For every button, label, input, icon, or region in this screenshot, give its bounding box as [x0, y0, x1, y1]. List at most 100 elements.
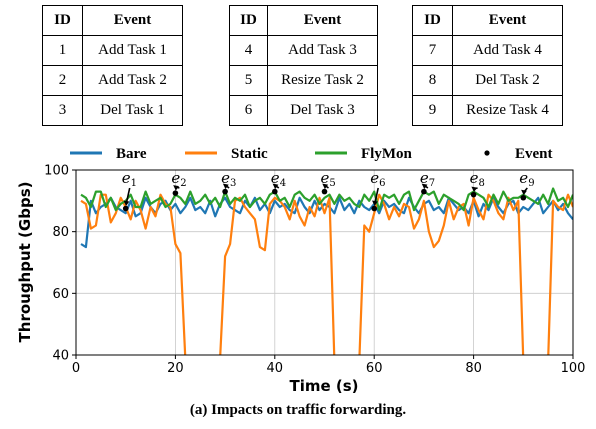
table-row: 1 Add Task 1 [42, 35, 183, 66]
y-tick-label: 40 [52, 349, 69, 364]
table-header-id: ID [42, 5, 83, 36]
event-marker-e7: e7 [420, 169, 435, 195]
legend-item-flymon: FlyMon [315, 146, 412, 162]
table-header-event: Event [82, 5, 183, 36]
event-arrowhead [421, 183, 428, 190]
throughput-chart: 0 20 40 60 80 100 40 60 80 100 e1 e2 e3 e4 e5 e6 e7 e8 e9… [16, 146, 585, 395]
event-label-subscript: 3 [230, 178, 236, 189]
event-id-cell: 9 [412, 95, 453, 126]
legend-label: Static [231, 146, 268, 162]
figure-caption: (a) Impacts on traffic forwarding. [189, 402, 407, 418]
y-tick-label: 100 [44, 164, 69, 179]
table-row: 9 Resize Task 4 [412, 95, 563, 126]
event-label: e4 [271, 169, 286, 189]
event-arrowhead [471, 186, 478, 193]
event-label-subscript: 2 [180, 178, 186, 189]
table-row: 7 Add Task 4 [412, 35, 563, 66]
event-label: e3 [221, 169, 236, 189]
series-line-static [80, 193, 573, 355]
event-dot [222, 188, 228, 195]
event-label-subscript: 7 [429, 178, 435, 189]
event-dot [371, 205, 378, 212]
plot-frame [75, 169, 574, 356]
event-arrowhead [521, 189, 527, 196]
event-label: e2 [171, 169, 186, 189]
event-name-cell: Del Task 3 [267, 95, 378, 126]
x-axis-label: Time (s) [289, 377, 358, 395]
x-tick-label: 80 [465, 361, 482, 376]
event-id-cell: 4 [229, 35, 268, 66]
legend-label: Event [515, 146, 553, 162]
legend-label: FlyMon [361, 146, 412, 162]
table-row: 8 Del Task 2 [412, 65, 563, 96]
event-name-cell: Del Task 2 [452, 65, 563, 96]
event-marker-e2: e2 [171, 169, 187, 196]
event-dot [172, 190, 179, 196]
event-label: e1 [122, 169, 137, 189]
event-label-subscript: 9 [528, 178, 534, 189]
event-name-cell: Add Task 4 [452, 35, 563, 66]
table-header-id: ID [412, 5, 453, 36]
event-id-cell: 7 [412, 35, 453, 66]
event-label-subscript: 8 [478, 178, 484, 189]
table-row: 5 Resize Task 2 [229, 65, 378, 96]
event-dot [421, 188, 427, 195]
y-axis-label: Throughput (Gbps) [16, 182, 34, 343]
event-arrow [374, 187, 379, 203]
event-id-cell: 3 [42, 95, 83, 126]
event-marker-e3: e3 [221, 169, 236, 195]
event-label: e7 [420, 169, 435, 189]
event-table-3: ID Event 7 Add Task 4 8 Del Task 2 9 Res… [412, 5, 563, 126]
event-label-subscript: 4 [280, 178, 286, 189]
x-tick-label: 40 [267, 361, 284, 376]
series-lines [80, 187, 573, 355]
event-table-2: ID Event 4 Add Task 3 5 Resize Task 2 6 … [229, 5, 378, 126]
event-arrowhead [322, 183, 329, 190]
event-label: e5 [321, 169, 336, 189]
event-arrowhead [372, 200, 378, 207]
event-id-cell: 2 [42, 65, 83, 96]
event-marker-e4: e4 [271, 169, 286, 195]
event-dot [520, 194, 527, 201]
table-row: 6 Del Task 3 [229, 95, 378, 126]
event-label-subscript: 5 [329, 178, 335, 189]
table-header-event: Event [452, 5, 563, 36]
legend-item-event: Event [484, 146, 553, 162]
event-name-cell: Add Task 1 [82, 35, 183, 66]
event-label: e6 [370, 169, 385, 189]
event-name-cell: Add Task 3 [267, 35, 378, 66]
event-arrowhead [173, 185, 179, 191]
event-marker-e5: e5 [321, 169, 336, 195]
axes: 0 20 40 60 80 100 40 60 80 100 [44, 164, 585, 377]
x-tick-label: 60 [366, 361, 383, 376]
series-line-flymon [80, 187, 573, 212]
event-name-cell: Del Task 1 [82, 95, 183, 126]
event-dot [272, 188, 278, 195]
event-id-cell: 1 [42, 35, 83, 66]
event-name-cell: Resize Task 2 [267, 65, 378, 96]
table-row: 2 Add Task 2 [42, 65, 183, 96]
event-dot [470, 191, 477, 198]
x-tick-label: 0 [72, 361, 80, 376]
event-arrowhead [272, 183, 279, 190]
event-dot [122, 205, 129, 212]
table-row: 4 Add Task 3 [229, 35, 378, 66]
event-id-cell: 8 [412, 65, 453, 96]
event-id-cell: 5 [229, 65, 268, 96]
table-header-id: ID [229, 5, 268, 36]
y-tick-label: 60 [52, 287, 69, 302]
event-name-cell: Resize Task 4 [452, 95, 563, 126]
event-arrowhead [222, 183, 229, 190]
event-label-subscript: 6 [379, 178, 385, 189]
table-row: 3 Del Task 1 [42, 95, 183, 126]
event-arrow [125, 187, 131, 203]
table-header-event: Event [267, 5, 378, 36]
legend: Bare Static FlyMon Event [70, 146, 553, 162]
event-id-cell: 6 [229, 95, 268, 126]
x-tick-label: 20 [167, 361, 184, 376]
y-tick-label: 80 [52, 225, 69, 240]
event-label: e9 [519, 169, 534, 189]
event-table-1: ID Event 1 Add Task 1 2 Add Task 2 3 Del… [42, 5, 183, 126]
x-tick-label: 100 [561, 361, 586, 376]
legend-item-bare: Bare [70, 146, 147, 162]
